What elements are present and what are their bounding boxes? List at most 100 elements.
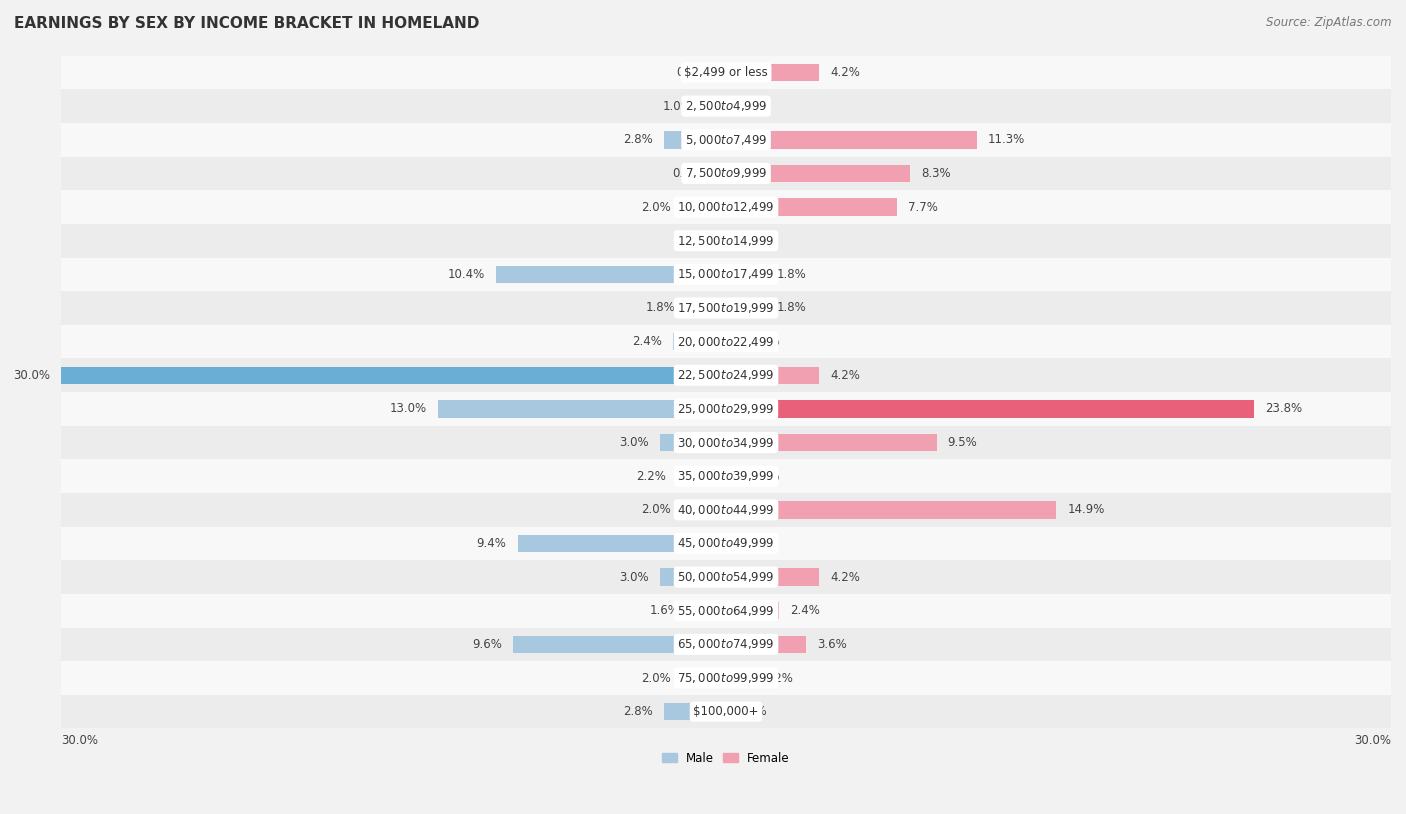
Text: 1.0%: 1.0% [664,99,693,112]
Text: 0.4%: 0.4% [676,66,706,79]
Text: $65,000 to $74,999: $65,000 to $74,999 [678,637,775,651]
Text: EARNINGS BY SEX BY INCOME BRACKET IN HOMELAND: EARNINGS BY SEX BY INCOME BRACKET IN HOM… [14,16,479,31]
Bar [60,291,1391,325]
Bar [725,434,936,451]
Bar [725,501,1056,519]
Bar [725,300,766,317]
Text: 9.6%: 9.6% [472,638,502,651]
Text: 4.2%: 4.2% [830,369,860,382]
Bar [60,392,1391,426]
Text: 0.0%: 0.0% [737,705,766,718]
Bar [513,636,725,653]
Bar [659,434,725,451]
Text: $40,000 to $44,999: $40,000 to $44,999 [678,503,775,517]
Text: 10.4%: 10.4% [447,268,485,281]
Text: $45,000 to $49,999: $45,000 to $49,999 [678,536,775,550]
Text: $75,000 to $99,999: $75,000 to $99,999 [678,671,775,685]
Text: 1.6%: 1.6% [650,604,679,617]
Text: $10,000 to $12,499: $10,000 to $12,499 [678,200,775,214]
Bar [60,493,1391,527]
Bar [725,131,977,148]
Bar [60,560,1391,594]
Bar [60,156,1391,190]
Text: 30.0%: 30.0% [1354,733,1391,746]
Text: $100,000+: $100,000+ [693,705,759,718]
Text: 4.2%: 4.2% [830,66,860,79]
Bar [725,164,910,182]
Legend: Male, Female: Male, Female [658,747,794,770]
Bar [664,703,725,720]
Text: 8.3%: 8.3% [921,167,950,180]
Bar [682,501,725,519]
Text: 2.0%: 2.0% [641,503,671,516]
Text: 0.0%: 0.0% [737,234,766,247]
Bar [60,594,1391,628]
Text: $17,500 to $19,999: $17,500 to $19,999 [678,301,775,315]
Text: 2.2%: 2.2% [637,470,666,483]
Text: $15,000 to $17,499: $15,000 to $17,499 [678,267,775,282]
Bar [725,199,897,216]
Text: 0.0%: 0.0% [737,537,766,550]
Bar [60,527,1391,560]
Bar [659,568,725,586]
Text: 2.4%: 2.4% [631,335,662,348]
Text: 0.0%: 0.0% [685,234,716,247]
Text: 3.0%: 3.0% [619,571,648,584]
Bar [725,63,820,81]
Text: $55,000 to $64,999: $55,000 to $64,999 [678,604,775,618]
Text: 30.0%: 30.0% [13,369,51,382]
Text: 1.2%: 1.2% [763,672,793,685]
Bar [682,199,725,216]
Text: $5,000 to $7,499: $5,000 to $7,499 [685,133,768,147]
Text: $12,500 to $14,999: $12,500 to $14,999 [678,234,775,247]
Text: 2.8%: 2.8% [623,705,652,718]
Text: 1.8%: 1.8% [778,268,807,281]
Text: $2,499 or less: $2,499 or less [685,66,768,79]
Bar [725,366,820,384]
Text: 9.5%: 9.5% [948,436,977,449]
Text: Source: ZipAtlas.com: Source: ZipAtlas.com [1267,16,1392,29]
Text: 1.8%: 1.8% [645,301,675,314]
Text: 0.6%: 0.6% [751,335,780,348]
Bar [682,669,725,687]
Bar [725,265,766,283]
Text: 30.0%: 30.0% [60,733,98,746]
Text: $20,000 to $22,499: $20,000 to $22,499 [678,335,775,348]
Bar [725,602,779,619]
Bar [60,257,1391,291]
Text: 11.3%: 11.3% [987,133,1025,147]
Bar [717,63,725,81]
Bar [60,190,1391,224]
Text: $2,500 to $4,999: $2,500 to $4,999 [685,99,768,113]
Bar [60,358,1391,392]
Text: $25,000 to $29,999: $25,000 to $29,999 [678,402,775,416]
Bar [60,90,1391,123]
Text: 3.0%: 3.0% [619,436,648,449]
Bar [60,459,1391,493]
Bar [60,366,725,384]
Text: 0.6%: 0.6% [672,167,702,180]
Text: 23.8%: 23.8% [1264,402,1302,415]
Text: 3.6%: 3.6% [817,638,846,651]
Bar [725,467,740,485]
Text: 0.6%: 0.6% [751,470,780,483]
Bar [713,164,725,182]
Bar [495,265,725,283]
Bar [60,426,1391,459]
Text: 9.4%: 9.4% [477,537,506,550]
Text: 0.0%: 0.0% [737,99,766,112]
Text: 2.4%: 2.4% [790,604,820,617]
Bar [725,636,806,653]
Bar [60,695,1391,729]
Bar [673,333,725,350]
Text: $22,500 to $24,999: $22,500 to $24,999 [678,368,775,383]
Text: $50,000 to $54,999: $50,000 to $54,999 [678,570,775,584]
Bar [60,325,1391,358]
Bar [60,224,1391,257]
Bar [60,628,1391,661]
Text: 2.0%: 2.0% [641,672,671,685]
Text: 13.0%: 13.0% [389,402,427,415]
Bar [725,568,820,586]
Bar [686,300,725,317]
Bar [690,602,725,619]
